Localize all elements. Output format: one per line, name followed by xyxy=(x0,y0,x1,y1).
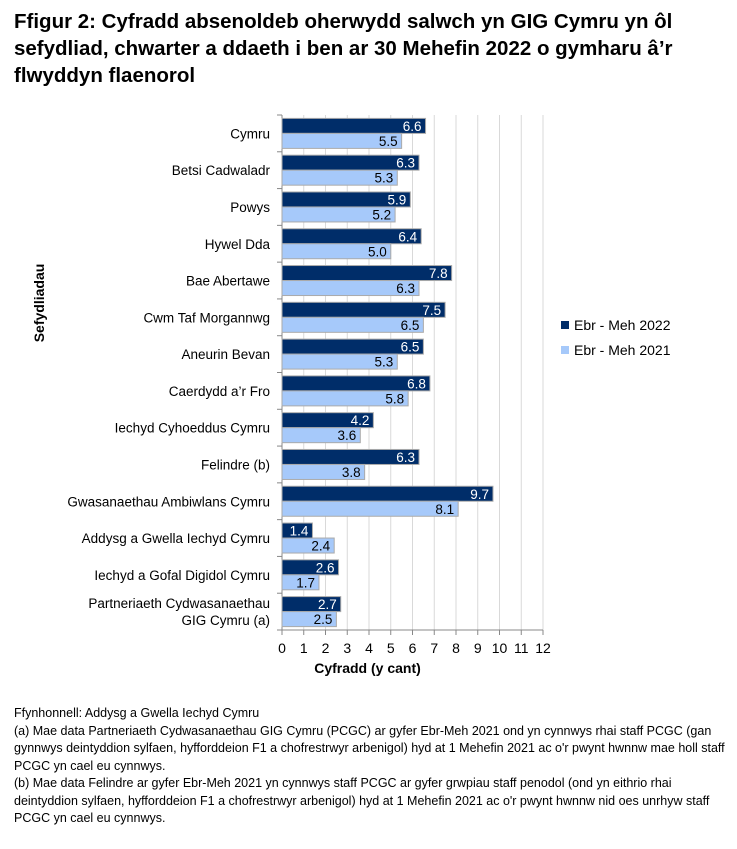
bar-2021 xyxy=(281,537,335,554)
data-label: 2.7 xyxy=(318,597,337,612)
bar-2021 xyxy=(281,206,396,223)
bar-2021 xyxy=(281,280,420,297)
category-label: Felindre (b) xyxy=(201,457,270,472)
category-label: Cwm Taf Morgannwg xyxy=(143,310,270,325)
x-tick-label: 0 xyxy=(278,640,286,656)
data-label: 2.6 xyxy=(316,560,335,575)
x-tick-label: 6 xyxy=(409,640,417,656)
x-tick-label: 7 xyxy=(430,640,438,656)
data-label: 3.8 xyxy=(342,465,361,480)
bar-2021 xyxy=(281,427,361,444)
data-label: 1.7 xyxy=(296,575,315,590)
x-tick-label: 10 xyxy=(492,640,508,656)
category-label: Powys xyxy=(230,200,270,215)
legend-swatch xyxy=(561,321,569,329)
bar-2021 xyxy=(281,316,424,333)
data-label: 6.3 xyxy=(396,281,415,296)
bar-2021 xyxy=(281,463,366,480)
category-label: Bae Abertawe xyxy=(186,274,270,289)
category-label: Iechyd Cyhoeddus Cymru xyxy=(115,421,270,436)
bar-2021 xyxy=(281,353,398,370)
category-label: Iechyd a Gofal Digidol Cymru xyxy=(94,568,270,583)
data-label: 7.5 xyxy=(422,303,441,318)
data-label: 6.3 xyxy=(396,156,415,171)
legend-label: Ebr - Meh 2021 xyxy=(574,342,671,358)
source-note: Ffynhonnell: Addysg a Gwella Iechyd Cymr… xyxy=(14,706,260,720)
x-tick-label: 11 xyxy=(514,640,529,656)
x-tick-label: 8 xyxy=(452,640,460,656)
bar-2021 xyxy=(281,390,409,407)
bar-2021 xyxy=(281,500,459,517)
footnote-b: (b) Mae data Felindre ar gyfer Ebr-Meh 2… xyxy=(14,776,710,825)
x-tick-label: 4 xyxy=(365,640,373,656)
bar-2021 xyxy=(281,611,337,628)
x-tick-label: 9 xyxy=(474,640,482,656)
data-label: 2.5 xyxy=(314,612,333,627)
category-label: Partneriaeth Cydwasanaethau xyxy=(88,596,270,611)
data-label: 1.4 xyxy=(290,524,309,539)
bar-2021 xyxy=(281,574,320,591)
bar-2021 xyxy=(281,132,403,149)
bar-2022 xyxy=(281,265,453,282)
x-tick-label: 3 xyxy=(343,640,351,656)
x-tick-label: 12 xyxy=(535,640,551,656)
data-label: 6.4 xyxy=(398,229,417,244)
data-label: 5.5 xyxy=(379,134,398,149)
data-label: 4.2 xyxy=(351,413,370,428)
category-label: Caerdydd a’r Fro xyxy=(169,384,270,399)
data-label: 5.2 xyxy=(372,207,391,222)
data-label: 8.1 xyxy=(435,502,454,517)
chart-title: Ffigur 2: Cyfradd absenoldeb oherwydd sa… xyxy=(14,10,673,87)
legend-swatch xyxy=(561,346,569,354)
data-label: 5.3 xyxy=(374,171,393,186)
category-label: Addysg a Gwella Iechyd Cymru xyxy=(82,531,270,546)
data-label: 7.8 xyxy=(429,266,448,281)
category-label: GIG Cymru (a) xyxy=(181,613,270,628)
data-label: 9.7 xyxy=(470,487,489,502)
legend-label: Ebr - Meh 2022 xyxy=(574,317,671,333)
data-label: 5.0 xyxy=(368,244,387,259)
data-label: 6.3 xyxy=(396,450,415,465)
data-label: 5.9 xyxy=(388,192,407,207)
footnote-a: (a) Mae data Partneriaeth Cydwasanaethau… xyxy=(14,723,725,773)
category-label: Aneurin Bevan xyxy=(181,347,270,362)
data-label: 5.8 xyxy=(385,391,404,406)
category-label: Gwasanaethau Ambiwlans Cymru xyxy=(67,494,270,509)
data-label: 6.5 xyxy=(401,318,420,333)
category-label: Hywel Dda xyxy=(205,237,271,252)
data-label: 3.6 xyxy=(338,428,357,443)
x-tick-label: 5 xyxy=(387,640,395,656)
data-label: 5.3 xyxy=(374,355,393,370)
notes: Ffynhonnell: Addysg a Gwella Iechyd Cymr… xyxy=(14,705,726,828)
bar-2022 xyxy=(281,301,446,318)
data-label: 6.5 xyxy=(401,340,420,355)
category-label: Betsi Cadwaladr xyxy=(172,163,271,178)
bar-2021 xyxy=(281,243,392,260)
bar-2021 xyxy=(281,169,398,186)
bar-2022 xyxy=(281,485,494,502)
data-label: 2.4 xyxy=(311,539,330,554)
category-label: Cymru xyxy=(230,126,270,141)
y-axis-title: Sefydliadau xyxy=(31,264,47,343)
data-label: 6.6 xyxy=(403,119,422,134)
x-axis-title: Cyfradd (y cant) xyxy=(314,660,421,676)
x-tick-label: 2 xyxy=(322,640,330,656)
data-label: 6.8 xyxy=(407,376,426,391)
x-tick-label: 1 xyxy=(300,640,308,656)
